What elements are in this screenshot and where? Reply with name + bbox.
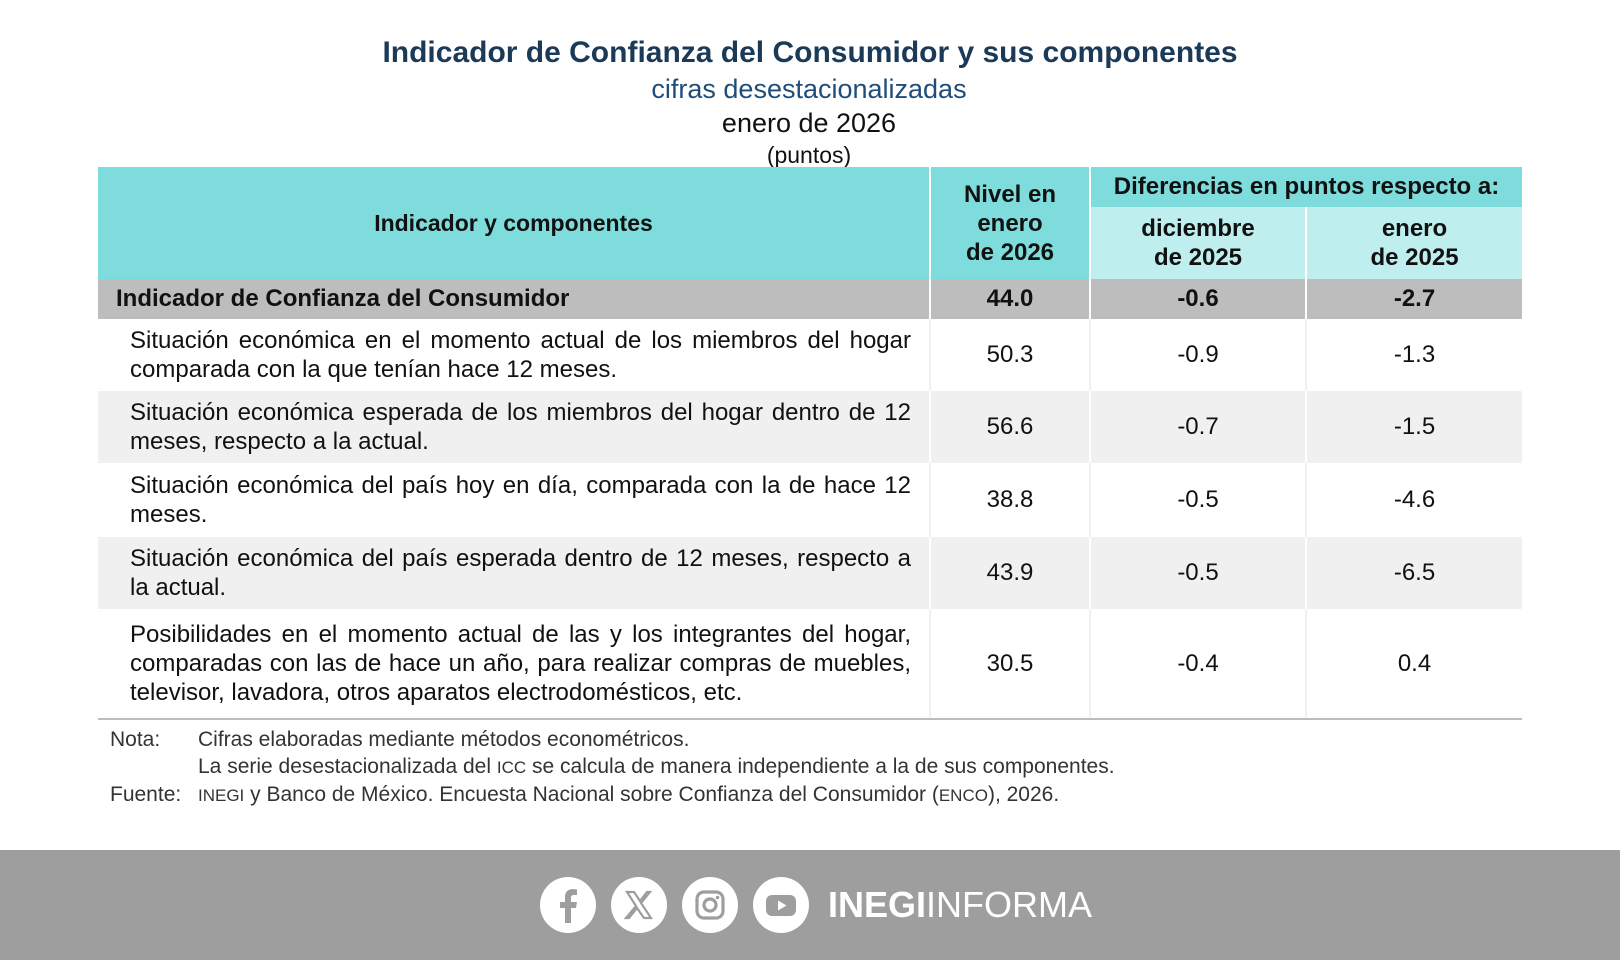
facebook-icon[interactable]	[540, 877, 596, 933]
instagram-icon[interactable]	[682, 877, 738, 933]
source-key: Fuente:	[110, 783, 182, 806]
row-diff-dec: -0.5	[1089, 537, 1306, 609]
footer-bar: INEGIINFORMA	[0, 850, 1620, 960]
row-level: 44.0	[929, 279, 1090, 319]
row-diff-dec: -0.4	[1089, 609, 1306, 720]
row-diff-jan: -1.3	[1304, 319, 1523, 391]
row-diff-dec: -0.5	[1089, 463, 1306, 537]
header-diff-group: Diferencias en puntos respecto a:	[1090, 167, 1523, 207]
row-label: Posibilidades en el momento actual de la…	[98, 609, 930, 720]
header-diff-january: enero de 2025	[1306, 207, 1523, 279]
header-level: Nivel en enero de 2026	[930, 167, 1091, 279]
note-line-2: La serie desestacionalizada del ICC se c…	[198, 755, 1115, 778]
note-line-1: Cifras elaboradas mediante métodos econo…	[198, 728, 690, 751]
row-level: 43.9	[929, 537, 1090, 609]
social-links: INEGIINFORMA	[540, 877, 1092, 933]
row-level: 38.8	[929, 463, 1090, 537]
row-diff-dec: -0.7	[1089, 391, 1306, 463]
units-label: (puntos)	[766, 142, 852, 168]
row-label: Situación económica en el momento actual…	[130, 327, 911, 383]
row-label: Indicador de Confianza del Consumidor	[98, 279, 930, 319]
page-title: Indicador de Confianza del Consumidor y …	[382, 36, 1238, 69]
row-label: Situación económica del país hoy en día,…	[130, 472, 911, 528]
table-row: Posibilidades en el momento actual de la…	[98, 609, 1523, 720]
source-line: INEGI y Banco de México. Encuesta Nacion…	[198, 783, 1060, 806]
youtube-icon[interactable]	[753, 877, 809, 933]
table-row: Situación económica esperada de los miem…	[98, 391, 1523, 463]
note-key: Nota:	[110, 728, 161, 751]
row-diff-jan: 0.4	[1304, 609, 1523, 720]
row-label: Situación económica del país esperada de…	[98, 537, 930, 609]
page-subtitle: cifras desestacionalizadas	[651, 74, 967, 104]
row-diff-jan: -2.7	[1304, 279, 1523, 319]
header-indicator: Indicador y componentes	[98, 167, 931, 279]
row-level: 56.6	[929, 391, 1090, 463]
row-diff-jan: -6.5	[1304, 537, 1523, 609]
row-level: 30.5	[929, 609, 1090, 720]
row-diff-dec: -0.6	[1089, 279, 1306, 319]
notes-block: Nota: Cifras elaboradas mediante métodos…	[110, 726, 1115, 809]
table-row-main: Indicador de Confianza del Consumidor 44…	[98, 279, 1523, 319]
row-label: Situación económica esperada de los miem…	[98, 391, 930, 463]
header-diff-december: diciembre de 2025	[1090, 207, 1307, 279]
row-diff-dec: -0.9	[1089, 319, 1306, 391]
table-row: Situación económica del país esperada de…	[98, 537, 1523, 609]
period-label: enero de 2026	[721, 108, 897, 138]
table-row: Situación económica en el momento actual…	[98, 319, 1523, 391]
brand-logo: INEGIINFORMA	[828, 884, 1093, 925]
row-level: 50.3	[929, 319, 1090, 391]
row-diff-jan: -1.5	[1304, 391, 1523, 463]
x-icon[interactable]	[611, 877, 667, 933]
title-block: Indicador de Confianza del Consumidor y …	[0, 34, 1620, 170]
row-diff-jan: -4.6	[1304, 463, 1523, 537]
table-row: Situación económica del país hoy en día,…	[98, 463, 1523, 537]
indicator-table: Indicador y componentes Nivel en enero de …	[98, 167, 1523, 720]
